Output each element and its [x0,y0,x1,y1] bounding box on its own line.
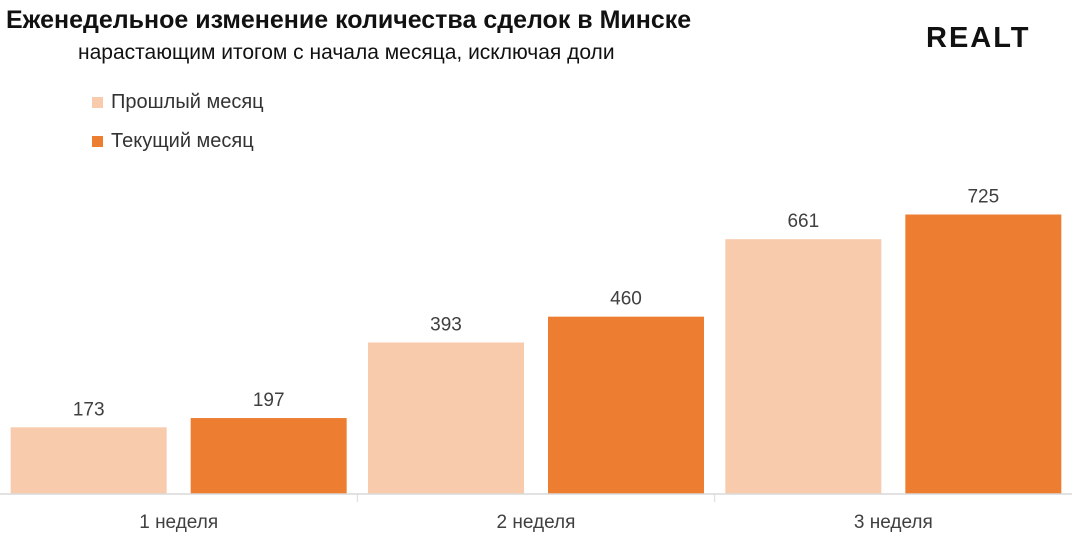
legend-item-current-month: Текущий месяц [92,129,264,153]
bar-current-month-week-1 [190,418,347,494]
legend-label-previous-month: Прошлый месяц [111,90,264,113]
data-label: 460 [610,289,642,310]
chart-title: Еженедельное изменение количества сделок… [6,6,692,34]
bar-previous-month-week-3 [725,239,882,494]
legend: Прошлый месяц Текущий месяц [92,90,264,168]
legend-item-previous-month: Прошлый месяц [92,90,264,114]
bar-previous-month-week-1 [10,427,167,494]
data-label: 173 [73,399,105,420]
legend-swatch-current-month [92,135,103,147]
bar-current-month-week-3 [905,214,1062,494]
x-tick-label: 1 неделя [139,512,218,533]
legend-swatch-previous-month [92,96,103,108]
x-tick-label: 3 неделя [854,512,933,533]
data-label: 393 [430,314,462,335]
bar-previous-month-week-2 [368,342,524,494]
legend-label-current-month: Текущий месяц [111,129,254,152]
chart-subtitle: нарастающим итогом с начала месяца, искл… [78,41,615,64]
realt-logo: REALT [926,22,1031,54]
data-label: 725 [967,187,999,208]
x-tick-label: 2 неделя [497,512,576,533]
data-label: 661 [787,211,819,232]
data-label: 197 [253,390,285,411]
bar-current-month-week-2 [548,316,704,494]
